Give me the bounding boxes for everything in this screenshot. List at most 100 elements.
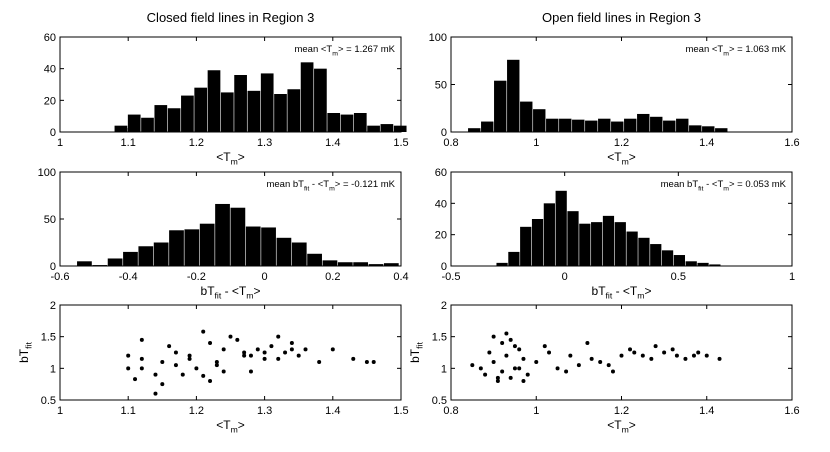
- scatter-point: [330, 347, 335, 352]
- scatter-point: [500, 369, 505, 374]
- bar: [77, 261, 92, 266]
- scatter-point: [248, 369, 253, 374]
- bar: [676, 118, 689, 132]
- x-tick-label: 1: [533, 137, 539, 149]
- bar: [585, 120, 598, 132]
- x-tick-label: 1: [57, 405, 63, 417]
- scatter-point: [576, 363, 581, 368]
- x-axis-label: <Tm>: [216, 418, 245, 435]
- scatter-point: [208, 379, 213, 383]
- scatter-point: [598, 360, 603, 364]
- bar: [468, 128, 481, 132]
- y-tick-label: 2: [50, 300, 56, 312]
- scatter-point: [589, 356, 594, 361]
- bar: [638, 237, 650, 266]
- axes-frame: [450, 304, 793, 401]
- scatter-point: [610, 369, 615, 374]
- scatter-point: [547, 350, 552, 355]
- scatter-point: [568, 353, 573, 358]
- x-tick-label: 1: [57, 137, 63, 149]
- bar: [337, 262, 353, 266]
- bar: [383, 263, 399, 266]
- bar: [661, 250, 674, 266]
- bar: [153, 242, 169, 266]
- x-axis-label: bTfit - <Tm>: [592, 284, 652, 301]
- bar: [287, 89, 301, 132]
- bar: [494, 80, 507, 132]
- scatter-point: [504, 331, 509, 336]
- x-tick-label: -0.2: [187, 271, 206, 283]
- axes-frame: [59, 36, 402, 133]
- x-tick-label: 0.8: [443, 405, 458, 417]
- scatter-point: [201, 373, 206, 378]
- bar: [353, 262, 369, 266]
- scatter-point: [691, 353, 696, 358]
- bar: [685, 261, 697, 266]
- y-tick-label: 40: [435, 198, 447, 210]
- bar: [307, 253, 322, 266]
- y-tick-label: 2: [441, 300, 447, 312]
- y-tick-label: 20: [44, 95, 56, 107]
- scatter-point: [632, 350, 637, 355]
- chart-title: Open field lines in Region 3: [542, 10, 701, 25]
- scatter-point: [248, 353, 253, 358]
- scatter-point: [653, 344, 658, 349]
- bar: [591, 222, 603, 266]
- scatter-point: [521, 356, 526, 361]
- bar: [107, 258, 123, 266]
- scatter-point: [619, 353, 624, 358]
- bar: [559, 118, 572, 132]
- bar: [624, 118, 637, 132]
- bar: [689, 125, 702, 132]
- x-tick-label: 1: [533, 405, 539, 417]
- x-tick-label: 1.4: [699, 405, 714, 417]
- scatter-point: [628, 347, 633, 352]
- scatter-point: [187, 356, 192, 361]
- bar: [555, 190, 567, 266]
- scatter-point: [289, 347, 294, 352]
- scatter-point: [153, 391, 158, 396]
- scatter-point: [214, 363, 219, 368]
- x-tick-label: 1.3: [257, 137, 272, 149]
- bar: [650, 116, 663, 132]
- bar: [314, 68, 327, 132]
- bar: [169, 230, 184, 266]
- scatter-point: [242, 353, 247, 358]
- mean-annotation: mean bTfit - <Tm> = -0.121 mK: [266, 179, 395, 193]
- panel-6: 0.8 1 1.2 1.4 1.6 0.5 1 1.5 2 <Tm> bTfit: [408, 300, 800, 435]
- y-tick-label: 1: [50, 363, 56, 375]
- scatter-point: [534, 360, 539, 364]
- bar: [611, 121, 624, 132]
- scatter-point: [180, 372, 185, 377]
- scatter-point: [139, 337, 144, 342]
- bar: [114, 125, 128, 132]
- scatter-point: [296, 353, 301, 358]
- bar: [507, 59, 520, 132]
- scatter-point: [517, 347, 522, 352]
- scatter-point: [173, 350, 178, 355]
- bar: [261, 227, 276, 266]
- scatter-point: [670, 347, 675, 352]
- scatter-point: [483, 372, 488, 377]
- bar: [230, 207, 246, 266]
- scatter-point: [525, 372, 530, 377]
- scatter-point: [133, 377, 138, 382]
- x-axis-label: bTfit - <Tm>: [201, 284, 261, 301]
- bar: [579, 223, 591, 266]
- bar: [260, 73, 274, 132]
- scatter-point: [269, 344, 274, 349]
- x-tick-label: 1.1: [121, 405, 136, 417]
- x-tick-label: 1.2: [614, 405, 629, 417]
- scatter-point: [153, 372, 158, 377]
- y-tick-label: 40: [44, 64, 56, 76]
- bar: [380, 124, 394, 132]
- scatter-point: [662, 350, 667, 355]
- mean-annotation: mean bTfit - <Tm> = 0.053 mK: [661, 179, 787, 193]
- bar: [602, 215, 615, 266]
- bar: [650, 244, 662, 266]
- x-tick-label: 1.1: [121, 137, 136, 149]
- x-tick-label: 1.4: [325, 405, 340, 417]
- scatter-point: [276, 356, 281, 361]
- y-tick-label: 60: [435, 167, 447, 179]
- scatter-point: [126, 353, 131, 358]
